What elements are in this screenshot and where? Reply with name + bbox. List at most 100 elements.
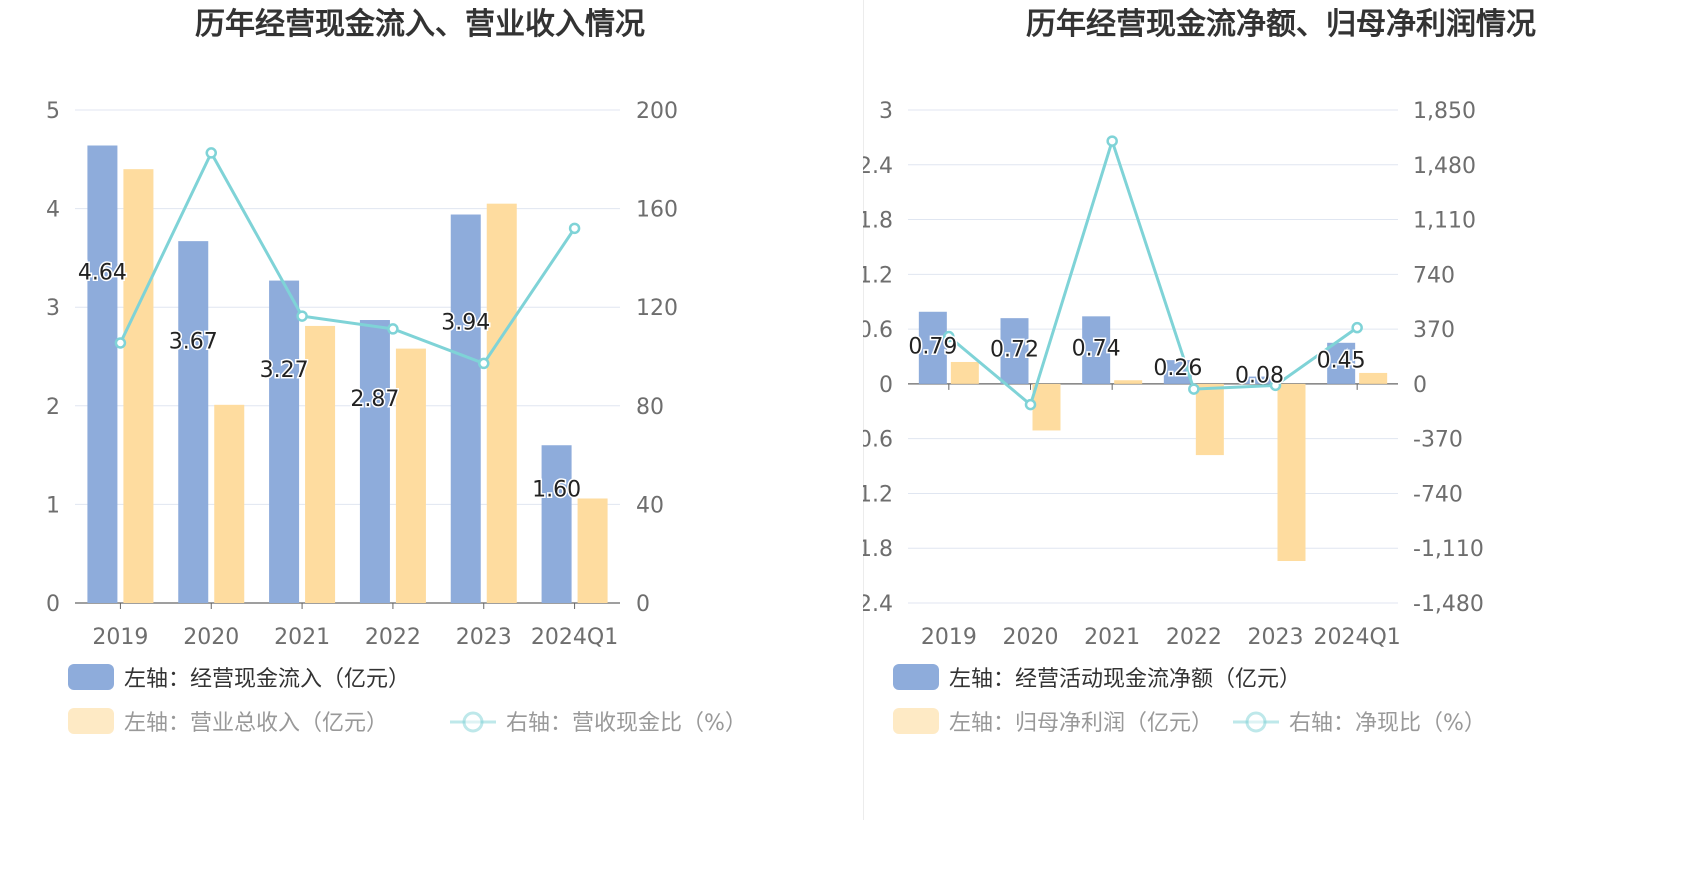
legend-swatch	[68, 708, 114, 734]
y-right-tick-label: 740	[1413, 263, 1455, 288]
y-left-tick-label: 2	[46, 395, 60, 420]
bar-secondary	[1359, 372, 1388, 384]
bar-data-label: 3.67	[169, 330, 218, 355]
bar-primary	[178, 241, 209, 603]
legend-label: 左轴：归母净利润（亿元）	[949, 711, 1213, 736]
x-tick-label: 2019	[921, 625, 977, 650]
bar-secondary	[395, 348, 426, 603]
x-tick-label: 2021	[274, 625, 330, 650]
y-right-tick-label: 1,850	[1413, 99, 1476, 124]
bar-primary	[450, 214, 481, 604]
bar-secondary	[1195, 383, 1224, 456]
y-left-tick-label: -2.4	[863, 592, 893, 617]
line-point	[478, 357, 490, 370]
line-point	[1351, 321, 1363, 334]
bar-data-label: 0.45	[1317, 348, 1366, 373]
y-right-tick-label: -740	[1413, 482, 1463, 507]
y-left-tick-label: 0	[46, 592, 60, 617]
chart-divider	[863, 0, 864, 820]
y-left-tick-label: 0.6	[863, 318, 893, 343]
line-point	[1269, 379, 1282, 392]
y-right-tick-label: -370	[1413, 428, 1463, 453]
y-left-tick-label: 1	[46, 493, 60, 518]
bar-primary	[1245, 376, 1274, 384]
line-point	[387, 323, 399, 335]
y-right-tick-label: 80	[636, 395, 664, 420]
y-left-tick-label: -0.6	[863, 428, 893, 453]
legend-label: 右轴：净现比（%）	[1289, 711, 1486, 736]
chart-net-cashflow-profit: 历年经营现金流净额、归母净利润情况 -2.4 -1.8 -1.2 -0.6 0 0.6 1.2…	[863, 7, 1536, 736]
line-point	[568, 222, 581, 235]
legend-line-marker	[462, 711, 484, 733]
bar-primary	[1000, 318, 1029, 384]
x-tick-label: 2019	[92, 625, 148, 650]
y-right-tick-label: -1,110	[1413, 537, 1484, 562]
y-right-tick-label: 160	[636, 198, 678, 223]
legend-label: 左轴：经营现金流入（亿元）	[124, 667, 410, 692]
x-tick-label: 2020	[1003, 625, 1059, 650]
y-right-tick-label: 40	[636, 493, 664, 518]
y-right-tick-label: 200	[636, 99, 678, 124]
line-point	[296, 310, 308, 322]
bar-secondary	[486, 203, 517, 604]
line-point	[943, 330, 955, 343]
bar-secondary	[123, 169, 154, 603]
y-left-tick-label: 1.2	[863, 263, 893, 288]
y-left-tick-label: 2.4	[863, 154, 893, 179]
y-left-tick-label: 0	[879, 373, 893, 398]
y-left-tick-label: 5	[46, 99, 60, 124]
bar-secondary	[1114, 380, 1143, 384]
chart-title: 历年经营现金流入、营业收入情况	[195, 7, 645, 42]
bar-primary	[359, 320, 390, 603]
legend-label: 右轴：营收现金比（%）	[506, 711, 747, 736]
bar-data-label: 0.08	[1235, 364, 1284, 389]
y-left-tick-label: -1.2	[863, 482, 893, 507]
series-line	[119, 149, 576, 366]
line-point	[114, 337, 127, 349]
chart-title: 历年经营现金流净额、归母净利润情况	[1026, 7, 1536, 42]
line-point	[1106, 135, 1118, 147]
x-tick-label: 2024Q1	[531, 625, 618, 650]
bar-data-label: 0.74	[1072, 336, 1121, 361]
bar-data-label: 3.94	[441, 310, 490, 335]
legend-label: 左轴：营业总收入（亿元）	[124, 711, 388, 736]
y-right-tick-label: 370	[1413, 318, 1455, 343]
bar-secondary	[577, 498, 608, 603]
x-tick-label: 2024Q1	[1314, 625, 1401, 650]
line-point	[1024, 398, 1037, 411]
bar-secondary	[214, 404, 245, 603]
legend-swatch	[893, 664, 939, 690]
bar-data-label: 2.87	[350, 387, 399, 412]
line-point	[205, 147, 217, 159]
y-left-tick-label: 1.8	[863, 209, 893, 234]
bar-data-label: 0.26	[1153, 356, 1202, 381]
bar-data-label: 1.60	[532, 478, 581, 503]
bar-primary	[541, 445, 572, 603]
y-right-tick-label: 0	[1413, 373, 1427, 398]
y-right-tick-label: -1,480	[1413, 592, 1484, 617]
bar-primary	[87, 145, 118, 603]
legend-label: 左轴：经营活动现金流净额（亿元）	[949, 667, 1301, 692]
bar-primary	[1082, 316, 1111, 384]
y-left-tick-label: 3	[46, 296, 60, 321]
bar-secondary	[1277, 383, 1306, 562]
x-tick-label: 2022	[365, 625, 421, 650]
legend-line-marker	[1245, 711, 1267, 733]
y-right-tick-label: 1,110	[1413, 209, 1476, 234]
y-right-tick-label: 120	[636, 296, 678, 321]
x-tick-label: 2022	[1166, 625, 1222, 650]
bar-secondary	[305, 325, 336, 603]
line-point	[1188, 383, 1200, 395]
bar-primary	[918, 311, 947, 384]
bar-data-label: 0.72	[990, 337, 1039, 362]
bar-data-label: 3.27	[260, 358, 309, 383]
series-line	[947, 136, 1359, 408]
x-tick-label: 2023	[1248, 625, 1304, 650]
x-tick-label: 2020	[183, 625, 239, 650]
bar-primary	[269, 280, 300, 603]
y-right-tick-label: 0	[636, 592, 650, 617]
bar-data-label: 0.79	[908, 334, 957, 359]
y-left-tick-label: 4	[46, 198, 60, 223]
y-left-tick-label: 3	[879, 99, 893, 124]
x-tick-label: 2021	[1084, 625, 1140, 650]
